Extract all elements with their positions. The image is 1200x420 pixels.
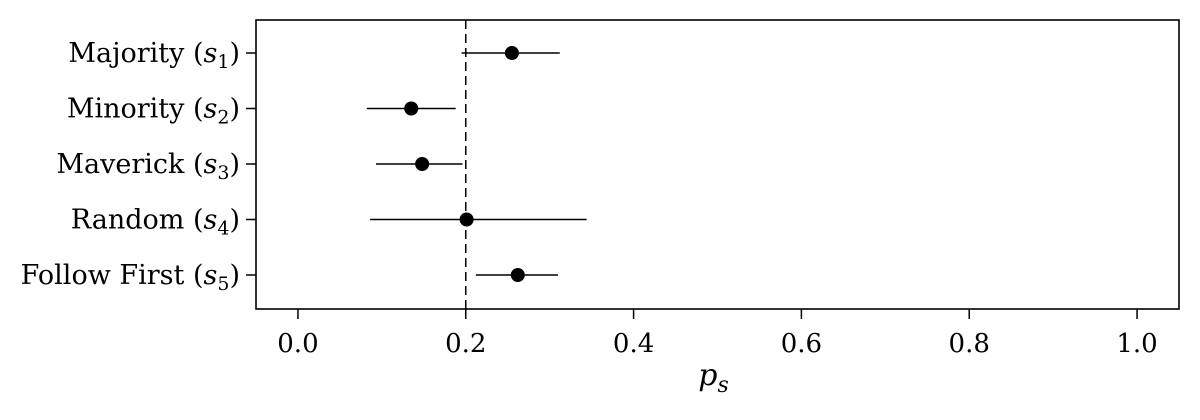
category-close: ) (229, 260, 240, 291)
category-symbol: s (204, 38, 218, 69)
category-symbol: s (204, 205, 218, 236)
category-subscript: 2 (217, 107, 229, 129)
error-bar-layer (366, 52, 587, 276)
y-tick-label: Random (s4) (71, 205, 240, 240)
x-axis-title-main: p (698, 358, 717, 393)
category-symbol: s (204, 94, 218, 125)
x-tick-label: 0.4 (613, 329, 654, 359)
data-point-layer (404, 46, 525, 282)
x-tick-label: 0.6 (781, 329, 822, 359)
x-tick-layer: 0.0 0.2 0.4 0.6 0.8 1.0 (277, 309, 1158, 359)
data-point (459, 212, 474, 227)
category-name: Follow First ( (21, 260, 204, 291)
x-axis-title-subscript: s (717, 373, 728, 398)
data-point (504, 46, 519, 60)
x-tick-label: 0.0 (277, 329, 318, 359)
category-name: Maverick ( (56, 149, 203, 180)
category-subscript: 1 (217, 51, 229, 73)
category-name: Minority ( (67, 94, 204, 125)
category-close: ) (229, 38, 240, 69)
x-tick-label: 0.2 (445, 329, 486, 359)
x-tick-label: 0.8 (949, 329, 990, 359)
category-subscript: 5 (217, 273, 229, 295)
data-point (510, 268, 525, 282)
y-tick-label: Maverick (s3) (56, 149, 240, 184)
category-symbol: s (204, 260, 218, 291)
x-tick-label: 1.0 (1116, 329, 1157, 359)
category-close: ) (229, 205, 240, 236)
category-name: Random ( (71, 205, 204, 236)
y-tick-layer: Majority (s1)Minority (s2)Maverick (s3)R… (21, 38, 256, 295)
data-point (415, 157, 430, 171)
data-point (404, 101, 419, 116)
category-subscript: 4 (217, 218, 229, 240)
y-tick-label: Follow First (s5) (21, 260, 240, 295)
y-tick-label: Majority (s1) (68, 38, 240, 73)
category-close: ) (229, 94, 240, 125)
category-close: ) (229, 149, 240, 180)
category-name: Majority ( (68, 38, 203, 69)
y-tick-label: Minority (s2) (67, 94, 240, 129)
x-axis-title: ps (698, 358, 729, 398)
category-subscript: 3 (217, 162, 229, 184)
category-symbol: s (204, 149, 218, 180)
